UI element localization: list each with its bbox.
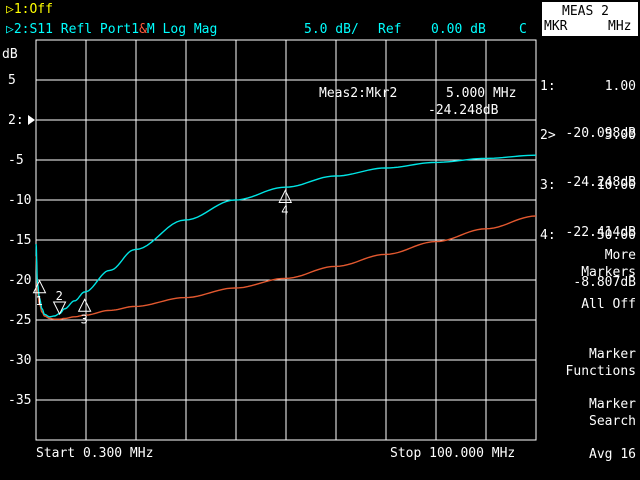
reference-value: 0.00 dB	[431, 22, 486, 37]
marker-readout-frequency: 5.000 MHz	[446, 86, 517, 101]
softkey-title-block: MEAS 2 MKR MHz	[542, 2, 638, 36]
marker-number: 1	[36, 294, 43, 308]
y-tick-label: 2:	[8, 113, 24, 128]
marker-frequency: 10.00	[596, 178, 636, 193]
more-markers-softkey[interactable]: More Markers	[581, 247, 636, 281]
softkey-line: More	[604, 248, 636, 263]
y-tick-labels: 5 2: -5 -10 -15 -20 -25 -30 -35	[8, 73, 31, 408]
trace2-memory-m: M	[146, 22, 155, 37]
marker-number: 3	[81, 312, 88, 326]
marker-readout-value: -24.248dB	[428, 103, 499, 118]
trace-line	[35, 154, 537, 318]
marker-triangle-icon[interactable]	[52, 301, 67, 316]
softkey-line: All Off	[581, 297, 636, 312]
reference-level-arrow-icon	[28, 115, 35, 125]
softkey-panel: MEAS 2 MKR MHz 1: 1.00 -20.098dB 2> 5.00 -…	[540, 0, 640, 480]
trace2-measurement: ▷2:S11 Refl Port1	[6, 22, 140, 37]
marker-id: 2>	[540, 128, 556, 143]
trace2-format: Log Mag	[154, 22, 218, 37]
y-tick-label: 5	[8, 73, 16, 88]
marker-id: 4:	[540, 228, 556, 243]
trace-line	[35, 215, 537, 320]
scale-per-div: 5.0 dB/	[304, 22, 359, 37]
y-tick-label: -20	[8, 273, 31, 288]
trace1-status[interactable]: ▷1:Off	[6, 2, 53, 17]
unit-column-label: MHz	[608, 19, 632, 34]
marker-search-softkey[interactable]: Marker Search	[589, 396, 636, 430]
softkey-line: Markers	[581, 265, 636, 280]
start-frequency[interactable]: Start 0.300 MHz	[36, 446, 154, 461]
marker-triangle-icon[interactable]	[77, 298, 92, 312]
marker-entry-1[interactable]: 1: 1.00 -20.098dB	[540, 49, 636, 171]
all-off-softkey[interactable]: All Off	[581, 296, 636, 313]
softkey-line: Marker	[589, 397, 636, 412]
marker-value: -24.248dB	[565, 175, 636, 190]
marker-entry-3[interactable]: 3: 10.00 -22.414dB	[540, 148, 636, 270]
marker-entry-4[interactable]: 4: 50.00 -8.807dB	[540, 198, 636, 320]
marker-frequency: 5.00	[604, 128, 636, 143]
marker-value: -20.098dB	[565, 126, 636, 141]
softkey-line: Avg 16	[589, 447, 636, 462]
marker-number: 4	[281, 203, 288, 217]
softkey-menu-title: MEAS 2	[562, 4, 609, 19]
marker-frequency: 50.00	[596, 228, 636, 243]
marker-functions-softkey[interactable]: Marker Functions	[566, 346, 636, 380]
y-tick-label: -35	[8, 393, 31, 408]
traces	[35, 154, 537, 320]
reference-label: Ref	[378, 22, 402, 37]
calibration-flag: C	[519, 22, 527, 37]
trace2-header[interactable]: ▷2:S11 Refl Port1&M Log Mag	[6, 23, 217, 36]
softkey-line: Functions	[565, 364, 636, 379]
y-axis-unit-label: dB	[2, 47, 18, 62]
marker-id: 1:	[540, 79, 556, 94]
y-tick-label: -10	[8, 193, 31, 208]
marker-id: 3:	[540, 178, 556, 193]
averaging-status: Avg 16	[589, 446, 636, 463]
trace2-memory-amp: &	[139, 22, 147, 37]
graticule	[35, 39, 537, 441]
marker-value: -8.807dB	[573, 275, 636, 290]
marker-symbols: 1 2 3 4	[32, 189, 293, 326]
y-tick-label: -5	[8, 153, 24, 168]
marker-value: -22.414dB	[565, 225, 636, 240]
stop-frequency[interactable]: Stop 100.000 MHz	[390, 446, 516, 461]
softkey-line: Marker	[589, 347, 636, 362]
y-tick-label: -30	[8, 353, 31, 368]
marker-triangle-icon[interactable]	[278, 189, 293, 203]
y-tick-label: -15	[8, 233, 31, 248]
softkey-line: Search	[589, 414, 636, 429]
marker-triangle-icon[interactable]	[32, 279, 47, 294]
mkr-column-label: MKR	[544, 19, 568, 34]
y-tick-label: -25	[8, 313, 31, 328]
marker-entry-2[interactable]: 2> 5.00 -24.248dB	[540, 98, 636, 220]
marker-number: 2	[56, 289, 63, 303]
marker-readout-title: Meas2:Mkr2	[319, 86, 398, 101]
marker-frequency: 1.00	[604, 79, 636, 94]
